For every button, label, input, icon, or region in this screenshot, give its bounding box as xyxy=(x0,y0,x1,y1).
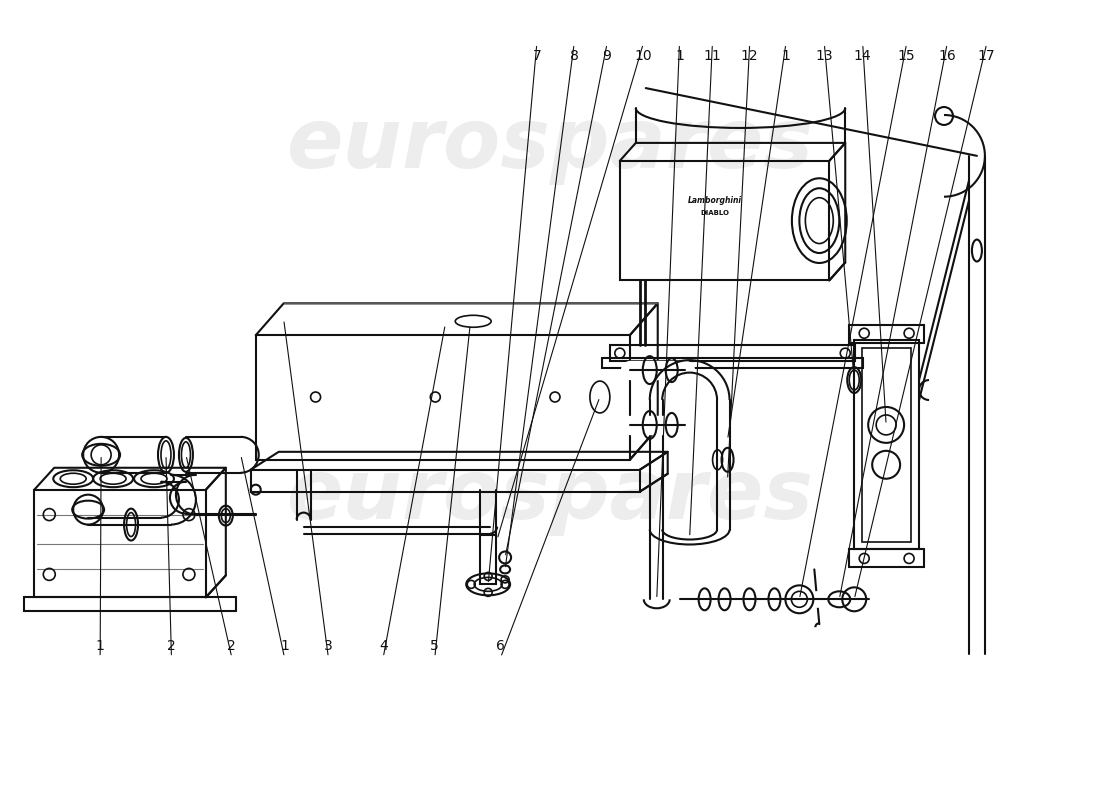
Text: 6: 6 xyxy=(496,638,505,653)
Text: 17: 17 xyxy=(978,49,996,62)
Text: 7: 7 xyxy=(532,49,541,62)
Bar xyxy=(251,470,640,492)
Bar xyxy=(602,358,864,368)
Text: 14: 14 xyxy=(854,49,871,62)
Text: 1: 1 xyxy=(781,49,790,62)
Bar xyxy=(24,598,235,611)
Text: 4: 4 xyxy=(378,638,387,653)
Text: 2: 2 xyxy=(167,638,176,653)
Bar xyxy=(862,348,911,542)
Text: 1: 1 xyxy=(96,638,104,653)
Text: 8: 8 xyxy=(570,49,579,62)
Text: DIABLO: DIABLO xyxy=(700,210,729,216)
Text: 16: 16 xyxy=(938,49,956,62)
Text: eurospares: eurospares xyxy=(286,455,814,536)
Text: 13: 13 xyxy=(815,49,833,62)
Text: 1: 1 xyxy=(675,49,684,62)
Bar xyxy=(255,335,630,460)
Text: 5: 5 xyxy=(430,638,439,653)
Bar xyxy=(855,340,920,550)
Text: 2: 2 xyxy=(228,638,236,653)
Text: 10: 10 xyxy=(635,49,652,62)
Text: 1: 1 xyxy=(280,638,289,653)
Text: 12: 12 xyxy=(741,49,759,62)
Text: Lamborghini: Lamborghini xyxy=(688,196,741,205)
Bar xyxy=(619,161,829,281)
Bar xyxy=(481,534,496,584)
Text: 9: 9 xyxy=(603,49,612,62)
Text: 3: 3 xyxy=(324,638,332,653)
Text: 15: 15 xyxy=(898,49,915,62)
Bar xyxy=(34,490,206,598)
Text: eurospares: eurospares xyxy=(286,104,814,186)
Bar xyxy=(849,550,924,567)
Bar xyxy=(609,345,855,361)
Bar xyxy=(849,326,924,343)
Text: 11: 11 xyxy=(704,49,722,62)
